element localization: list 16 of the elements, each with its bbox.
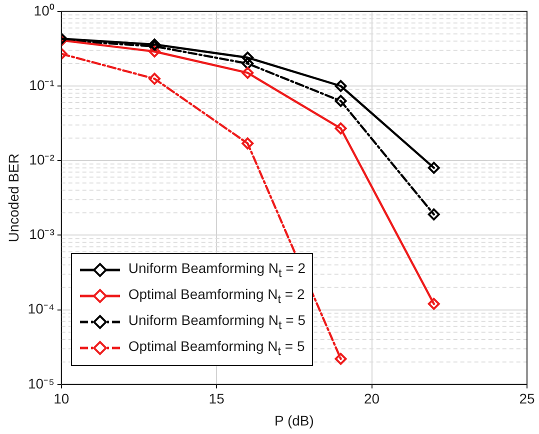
x-tick-label: 10 <box>54 390 70 407</box>
y-axis-title: Uncoded BER <box>5 154 22 242</box>
legend-label: Optimal Beamforming N$_{t}$ = 5 <box>128 338 305 358</box>
x-tick-label: 20 <box>364 390 380 407</box>
x-axis-title: P (dB) <box>274 412 314 428</box>
x-tick-label: 15 <box>208 390 225 407</box>
y-tick-label: 10⁻⁴ <box>28 300 54 317</box>
y-tick-label: 10⁻³ <box>29 226 55 242</box>
legend-label: Uniform Beamforming N$_{t}$ = 5 <box>128 312 306 332</box>
y-tick-label: 10⁻¹ <box>29 76 55 93</box>
legend-label: Uniform Beamforming N$_{t}$ = 2 <box>128 260 306 280</box>
y-tick-label: 10⁻⁵ <box>28 375 54 392</box>
x-tick-label: 25 <box>519 390 535 407</box>
legend-label: Optimal Beamforming N$_{t}$ = 2 <box>128 286 305 306</box>
y-tick-label: 10⁻² <box>29 151 55 168</box>
y-tick-label: 10⁰ <box>34 2 54 18</box>
